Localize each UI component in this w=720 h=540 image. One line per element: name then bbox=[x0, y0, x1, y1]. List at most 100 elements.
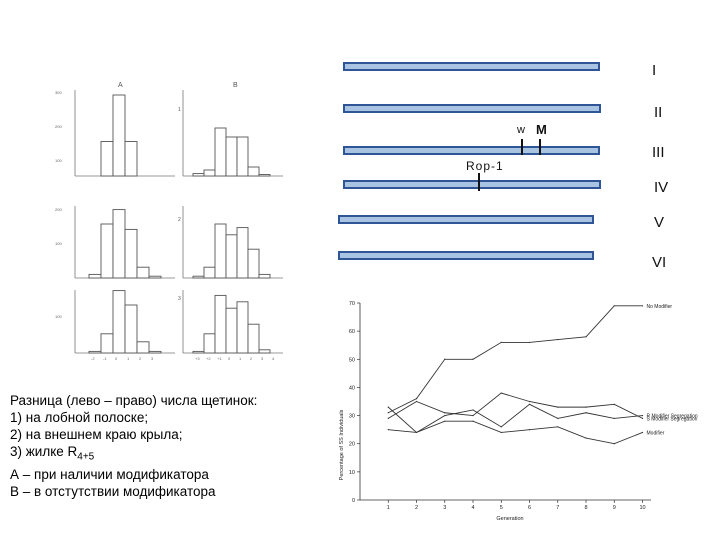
y-tick: 100 bbox=[55, 314, 62, 319]
data-point bbox=[387, 429, 389, 431]
x-tick: -1 bbox=[103, 356, 107, 361]
data-point bbox=[557, 417, 559, 419]
gene-label-rop1: Rop-1 bbox=[466, 159, 504, 173]
histogram-bar bbox=[214, 127, 227, 177]
data-point bbox=[641, 414, 644, 417]
histogram-bar bbox=[236, 136, 249, 177]
data-point bbox=[415, 400, 418, 403]
gene-marker-m bbox=[539, 139, 541, 155]
data-point bbox=[528, 403, 531, 405]
data-point bbox=[387, 412, 389, 414]
histogram-bar bbox=[214, 294, 227, 354]
row-number-3: 3 bbox=[178, 296, 181, 302]
histogram-bars bbox=[74, 90, 283, 354]
y-tick-label: 20 bbox=[349, 442, 355, 448]
histogram-bar bbox=[88, 350, 102, 354]
caption-line-2: 1) на лобной полоске; bbox=[10, 410, 149, 425]
x-tick-label: 7 bbox=[556, 505, 559, 511]
x-tick: 0 bbox=[228, 356, 231, 361]
histogram-bar bbox=[136, 341, 150, 354]
x-tick-label: 9 bbox=[613, 505, 616, 511]
legend-label: R Modifier Segregation bbox=[647, 414, 698, 420]
x-tick: 1 bbox=[127, 356, 130, 361]
x-tick: 0 bbox=[115, 356, 118, 361]
legend-label: S Modifier Segregation bbox=[647, 416, 698, 422]
data-point bbox=[528, 429, 531, 431]
histogram-bar bbox=[203, 169, 216, 177]
row-number-1: 1 bbox=[178, 107, 181, 113]
histogram-bar bbox=[236, 227, 249, 279]
data-point bbox=[415, 398, 418, 400]
data-point bbox=[472, 358, 474, 360]
figure-caption: Разница (лево – право) числа щетинок: 1)… bbox=[10, 392, 310, 500]
histogram-bar bbox=[258, 174, 271, 177]
chromosome-3 bbox=[343, 146, 600, 155]
histogram-bar bbox=[124, 304, 138, 354]
series-line-r-modifier-segregation bbox=[387, 403, 643, 434]
x-ticks-a: -2 -1 0 1 2 3 bbox=[91, 356, 154, 361]
data-point bbox=[613, 403, 615, 405]
histogram-bar bbox=[100, 223, 114, 279]
x-tick: +3 bbox=[195, 356, 200, 361]
histogram-bar bbox=[236, 301, 249, 354]
data-point bbox=[444, 412, 446, 414]
chromosome-label-3: III bbox=[652, 144, 665, 161]
data-point bbox=[472, 420, 474, 422]
data-point bbox=[641, 305, 644, 307]
chromosome-label-6: VI bbox=[652, 254, 667, 271]
histogram-bar bbox=[203, 266, 216, 279]
histogram-bar bbox=[225, 234, 238, 279]
chart-series bbox=[387, 305, 644, 445]
x-tick-label: 4 bbox=[471, 505, 474, 511]
data-point bbox=[528, 400, 531, 403]
histogram-bar bbox=[124, 141, 138, 177]
chromosome-label-2: II bbox=[654, 104, 663, 121]
histogram-bar bbox=[192, 350, 205, 354]
data-point bbox=[444, 414, 446, 417]
data-point bbox=[557, 338, 559, 341]
histogram-bar bbox=[88, 273, 102, 279]
histogram-bar bbox=[192, 173, 205, 177]
caption-line-6: В – в отстутствии модификатора bbox=[10, 483, 216, 499]
data-point bbox=[472, 414, 474, 417]
legend-label: Modifier bbox=[647, 430, 665, 436]
series-line-s-modifier-segregation bbox=[388, 392, 643, 419]
series-line-modifier bbox=[388, 420, 643, 445]
y-tick-label: 0 bbox=[352, 498, 355, 504]
y-tick-label: 40 bbox=[349, 385, 355, 391]
caption-line-4-subscript: 4+5 bbox=[77, 451, 95, 463]
histogram-bar bbox=[214, 223, 227, 279]
data-point bbox=[500, 341, 502, 343]
data-point bbox=[500, 426, 502, 428]
bristle-histograms: A B 1 2 3 300 200 100 200 100 100 -2 -1 … bbox=[55, 82, 283, 361]
chromosome-6 bbox=[338, 251, 594, 260]
data-point bbox=[613, 443, 615, 445]
series-line-no-modifier bbox=[388, 305, 643, 414]
data-point bbox=[500, 431, 502, 434]
histogram-bar bbox=[100, 333, 114, 354]
x-tick-label: 5 bbox=[500, 505, 503, 511]
legend-label: No Modifier bbox=[647, 304, 673, 310]
y-tick-label: 10 bbox=[349, 470, 355, 476]
x-tick: 4 bbox=[272, 356, 275, 361]
x-tick: 3 bbox=[261, 356, 264, 361]
histogram-bar bbox=[225, 136, 238, 177]
column-label-a: A bbox=[118, 82, 123, 89]
histogram-bar bbox=[225, 307, 238, 354]
histogram-bar bbox=[112, 209, 126, 279]
data-point bbox=[585, 336, 587, 338]
data-point bbox=[528, 341, 531, 343]
caption-line-5: А – при наличии модификатора bbox=[10, 466, 209, 482]
y-tick: 100 bbox=[55, 241, 62, 246]
y-axis-label: Percentage of SS Individuals bbox=[339, 409, 345, 480]
gene-label-w: w bbox=[517, 124, 525, 136]
data-point bbox=[641, 417, 644, 419]
chromosome-2 bbox=[343, 104, 601, 113]
histogram-bar bbox=[192, 275, 205, 279]
gene-label-m: M bbox=[536, 122, 547, 137]
histogram-bar bbox=[258, 349, 271, 354]
x-tick: -2 bbox=[91, 356, 95, 361]
y-tick-label: 60 bbox=[349, 329, 355, 335]
x-tick-label: 10 bbox=[639, 505, 645, 511]
gene-marker-w bbox=[521, 139, 523, 155]
